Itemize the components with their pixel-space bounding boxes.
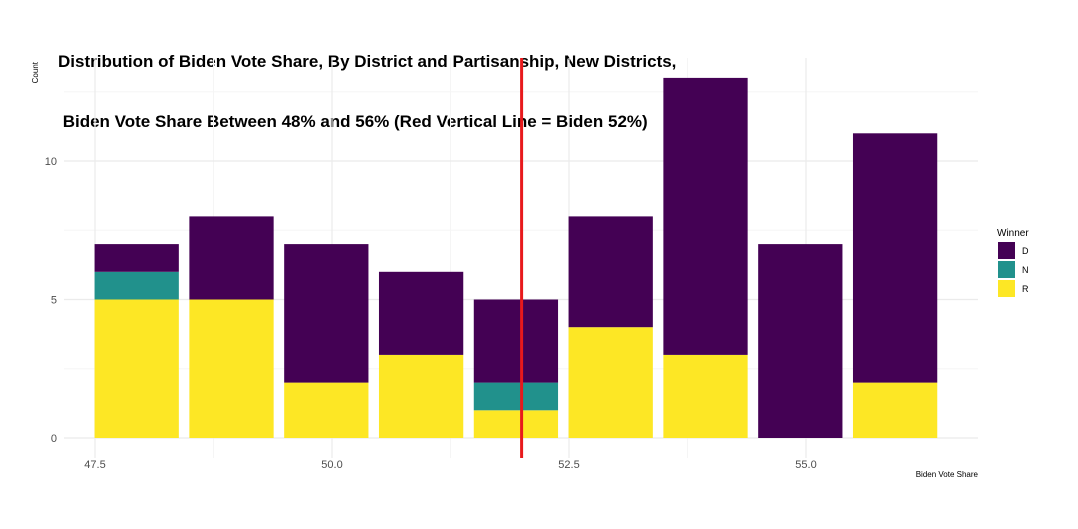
bar-N-4 <box>473 382 559 411</box>
y-tick-label: 0 <box>51 433 57 445</box>
bar-R-0 <box>94 299 179 438</box>
bar-D-6 <box>663 77 748 355</box>
chart-title: Distribution of Biden Vote Share, By Dis… <box>58 12 676 152</box>
bar-R-2 <box>284 382 369 438</box>
bar-R-3 <box>378 354 464 438</box>
bar-R-8 <box>852 382 938 438</box>
legend-label-N: N <box>1022 265 1029 275</box>
bar-D-2 <box>284 244 369 383</box>
tick-labels: 47.5 50.0 52.5 55.0 0 5 10 <box>45 156 817 471</box>
bar-D-1 <box>189 216 274 300</box>
x-tick-label: 50.0 <box>321 459 342 471</box>
y-axis-title: Count <box>31 61 40 83</box>
legend: Winner DNR <box>997 228 1029 297</box>
bars <box>94 77 938 438</box>
bar-D-8 <box>852 133 938 383</box>
chart-title-line-1: Distribution of Biden Vote Share, By Dis… <box>58 52 677 71</box>
bar-D-3 <box>378 271 464 355</box>
bar-D-5 <box>568 216 653 328</box>
bar-R-4 <box>473 410 559 438</box>
x-tick-label: 55.0 <box>795 459 816 471</box>
chart-title-line-2: Biden Vote Share Between 48% and 56% (Re… <box>58 112 648 131</box>
legend-swatch-N <box>998 261 1015 278</box>
legend-label-R: R <box>1022 284 1029 294</box>
bar-D-0 <box>94 244 179 272</box>
legend-swatch-D <box>998 242 1015 259</box>
bar-R-6 <box>663 354 748 438</box>
bar-D-4 <box>473 299 559 383</box>
legend-label-D: D <box>1022 246 1029 256</box>
legend-title: Winner <box>997 228 1029 239</box>
x-tick-label: 47.5 <box>84 459 105 471</box>
bar-D-7 <box>758 244 843 438</box>
x-tick-label: 52.5 <box>558 459 579 471</box>
y-tick-label: 10 <box>45 156 57 168</box>
bar-N-0 <box>94 271 179 300</box>
y-tick-label: 5 <box>51 295 57 307</box>
x-axis-title: Biden Vote Share <box>916 470 979 479</box>
legend-swatch-R <box>998 280 1015 297</box>
bar-R-5 <box>568 327 653 438</box>
bar-R-1 <box>189 299 274 438</box>
